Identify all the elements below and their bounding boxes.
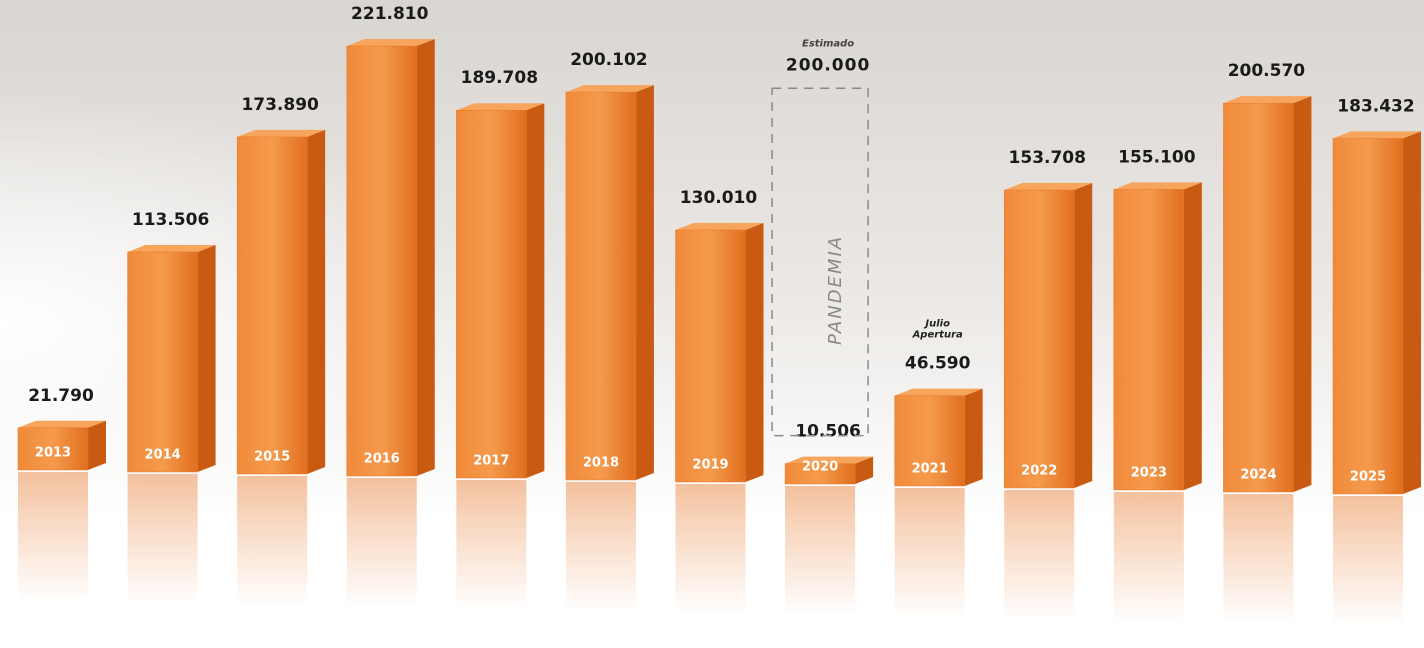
bar-side	[1403, 131, 1421, 494]
value-label: 153.708	[1009, 148, 1086, 168]
value-label: 10.506	[795, 422, 861, 442]
bar-side	[1293, 96, 1311, 492]
category-label: 2020	[802, 460, 838, 475]
bar-reflection	[237, 476, 307, 606]
bar	[1114, 189, 1184, 490]
category-label: 2022	[1021, 464, 1057, 479]
value-label: 189.708	[461, 68, 538, 88]
bar	[676, 230, 746, 482]
bar-reflection	[895, 488, 965, 618]
value-label: 155.100	[1118, 147, 1196, 167]
note-line: Apertura	[912, 330, 963, 341]
bar	[566, 92, 636, 480]
value-label: 221.810	[351, 4, 429, 24]
bar	[128, 252, 198, 472]
chart: 2013 21.790 2014 113.506 2015 173.890 2016 221.…	[0, 0, 1424, 648]
bar	[1223, 103, 1293, 492]
bar-reflection	[1333, 496, 1403, 626]
category-label: 2019	[692, 458, 728, 473]
bar-side	[1184, 182, 1202, 490]
bar-reflection	[456, 480, 526, 610]
bar	[1333, 138, 1403, 494]
category-label: 2014	[144, 448, 180, 463]
bar	[1004, 190, 1074, 488]
bar-side	[965, 389, 983, 486]
value-label: 46.590	[905, 354, 971, 374]
bar-reflection	[785, 486, 855, 616]
category-label: 2016	[364, 452, 400, 467]
note-line: Julio	[923, 319, 950, 330]
category-label: 2024	[1240, 468, 1276, 483]
bar	[347, 46, 417, 476]
value-label: 200.102	[570, 50, 647, 70]
category-label: 2017	[473, 454, 509, 469]
page: 2013 21.790 2014 113.506 2015 173.890 2016 221.…	[0, 0, 1424, 648]
category-label: 2025	[1350, 470, 1386, 485]
category-label: 2018	[583, 456, 619, 471]
category-label: 2023	[1131, 466, 1167, 481]
estimate-value: 200.000	[786, 55, 870, 75]
category-label: 2013	[35, 446, 71, 461]
value-label: 130.010	[680, 188, 758, 208]
value-label: 173.890	[241, 95, 319, 115]
value-label: 183.432	[1337, 96, 1414, 116]
bar-reflection	[128, 474, 198, 604]
estimate-label: Estimado	[802, 38, 854, 49]
bar-side	[636, 85, 654, 480]
value-label: 200.570	[1228, 61, 1306, 81]
bar-reflection	[1004, 490, 1074, 620]
bar-side	[1074, 183, 1092, 488]
category-label: 2015	[254, 450, 290, 465]
bar-reflection	[1223, 494, 1293, 624]
bar-side	[88, 421, 106, 470]
bar-side	[526, 103, 544, 478]
bar	[456, 110, 526, 478]
bar-side	[307, 130, 325, 474]
pandemic-label: PANDEMIA	[825, 235, 846, 345]
bar-reflection	[676, 484, 746, 614]
bar-reflection	[566, 482, 636, 612]
bar-side	[746, 223, 764, 482]
bar-side	[417, 39, 435, 476]
bar	[237, 137, 307, 474]
value-label: 21.790	[28, 386, 94, 406]
value-label: 113.506	[132, 210, 209, 230]
bar-reflection	[347, 478, 417, 608]
bar-side	[198, 245, 216, 472]
bar-reflection	[18, 472, 88, 602]
category-label: 2021	[912, 462, 948, 477]
bar-reflection	[1114, 492, 1184, 622]
